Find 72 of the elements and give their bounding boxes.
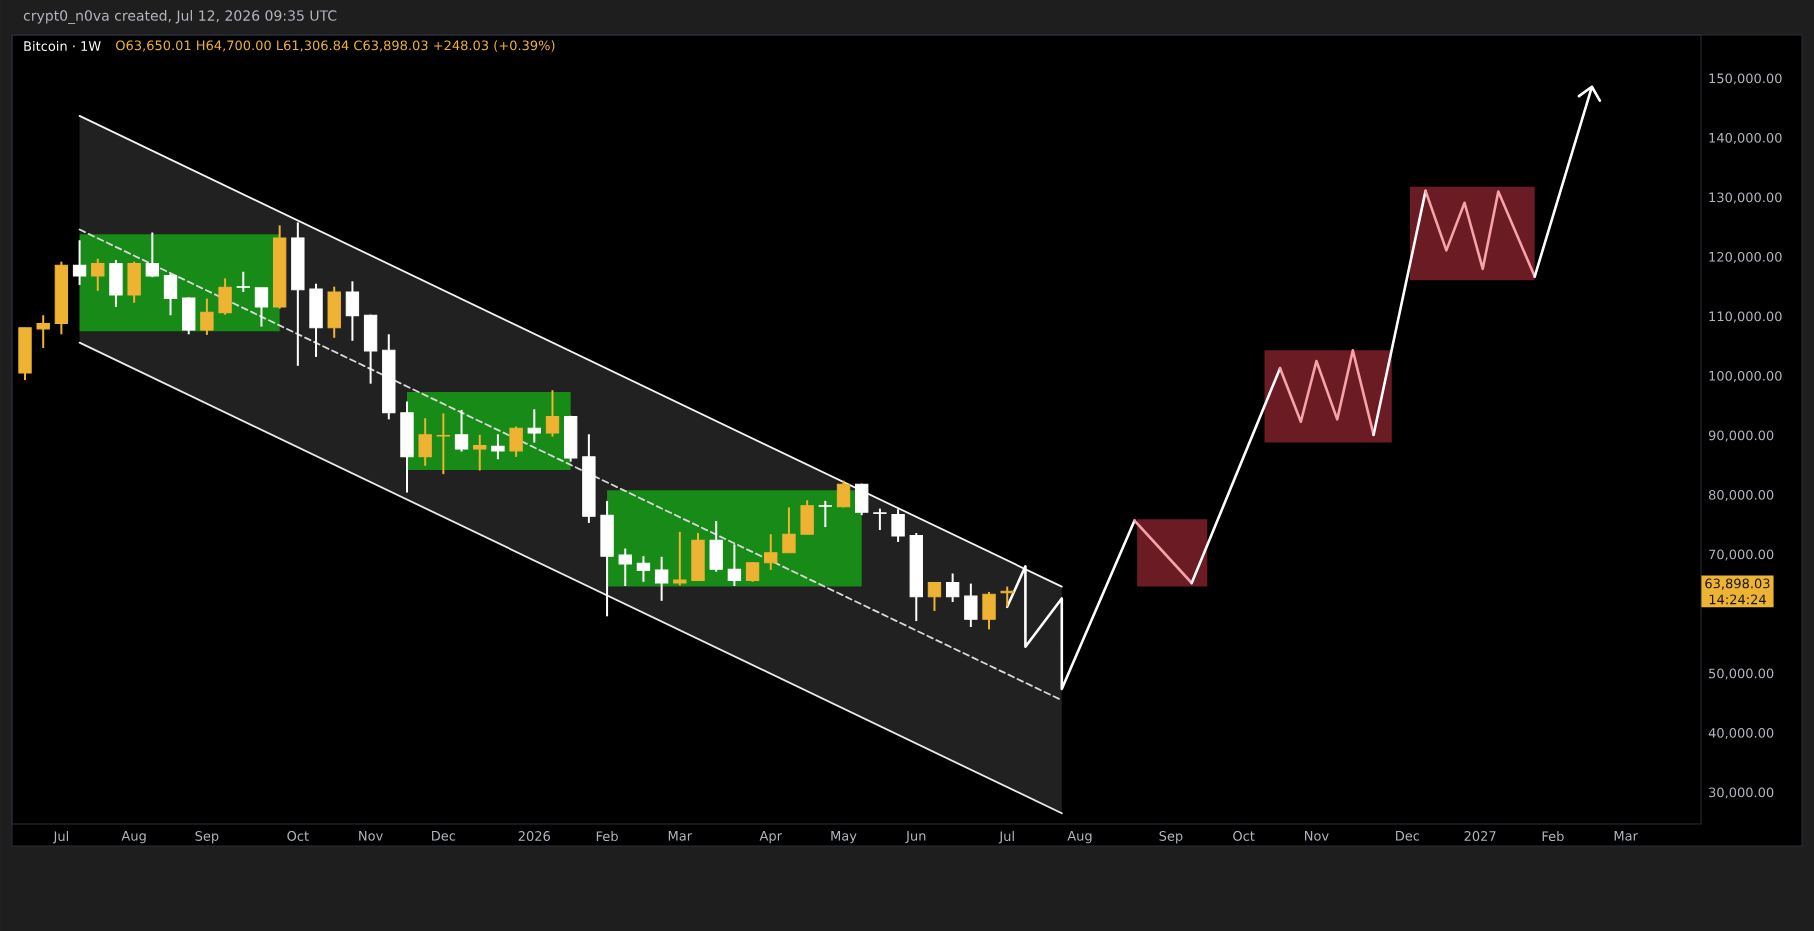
line-series	[1424, 189, 1536, 278]
x-tick-label: Aug	[121, 831, 146, 844]
candlestick	[545, 389, 560, 438]
x-tick-label: Feb	[596, 831, 618, 842]
x-tick-label: Jun	[905, 831, 926, 844]
candlestick	[727, 543, 742, 587]
y-tick-label: 150,000.00	[1709, 73, 1782, 85]
candlestick	[491, 433, 505, 461]
candlestick	[636, 555, 651, 583]
candlestick	[782, 506, 796, 554]
candlestick	[764, 533, 778, 571]
candlestick	[509, 425, 523, 458]
candlestick	[200, 297, 214, 336]
x-tick-label: May	[831, 831, 857, 844]
x-tick-label: Aug	[1067, 831, 1092, 844]
x-tick-label: Nov	[359, 831, 383, 841]
candlestick	[473, 433, 487, 472]
x-tick-label: Oct	[1233, 831, 1255, 841]
y-tick-label: 30,000.00	[1709, 787, 1774, 799]
candlestick	[163, 272, 178, 317]
candlestick	[945, 572, 960, 604]
x-tick-label: Sep	[195, 831, 219, 844]
candlestick	[145, 231, 160, 279]
candlestick	[891, 508, 905, 543]
x-tick-label: Jul	[998, 831, 1014, 844]
y-tick-label: 90,000.00	[1708, 430, 1774, 442]
candlestick	[345, 280, 360, 342]
candlestick	[964, 582, 978, 629]
candlestick	[927, 581, 942, 612]
candlestick	[436, 412, 451, 476]
text: crypt0_n0va created, Jul 12, 2026 09:35 UTC	[23, 10, 337, 24]
x-tick-label: Mar	[668, 831, 693, 841]
candlestick	[618, 547, 632, 587]
y-tick-label: 110,000.00	[1709, 311, 1782, 323]
x-tick-label: Nov	[1305, 831, 1329, 841]
y-tick-label: 130,000.00	[1709, 192, 1782, 204]
chart-title: Bitcoin · 1W	[24, 40, 101, 52]
x-tick-label: Feb	[1542, 831, 1564, 842]
candlestick	[454, 408, 469, 453]
text: 63,898.03	[1705, 578, 1770, 590]
chart-subtitle: O63,650.01 H64,700.00 L61,306.84 C63,898.03 +248.03 (+0.39%)	[116, 40, 555, 52]
candlestick	[91, 257, 105, 292]
candlestick	[818, 499, 833, 529]
y-tick-label: 50,000.00	[1709, 668, 1774, 680]
y-tick-label: 80,000.00	[1708, 489, 1774, 502]
x-tick-label: 2026	[518, 831, 550, 841]
y-tick-label: 120,000.00	[1709, 251, 1782, 264]
x-tick-label: Apr	[759, 831, 782, 844]
x-tick-label: Dec	[432, 831, 456, 841]
candlestick	[873, 507, 887, 532]
x-tick-label: Oct	[287, 831, 309, 841]
x-tick-label: Mar	[1614, 831, 1638, 841]
x-tick-label: 2027	[1464, 831, 1496, 841]
x-tick-label: Jul	[52, 831, 68, 844]
x-tick-label: Dec	[1396, 831, 1420, 841]
y-tick-label: 40,000.00	[1708, 727, 1774, 740]
candlestick	[836, 479, 851, 509]
line-series	[1278, 349, 1375, 437]
y-tick-label: 140,000.00	[1709, 132, 1782, 145]
text: 14:24:24	[1709, 594, 1766, 605]
candlestick	[527, 408, 541, 444]
candlestick	[418, 417, 432, 467]
candlestick	[673, 530, 687, 587]
candlestick	[72, 239, 87, 286]
candlestick	[36, 314, 50, 349]
candlestick	[254, 286, 269, 328]
y-tick-label: 100,000.00	[1709, 370, 1782, 383]
candlestick	[654, 555, 669, 602]
candlestick	[236, 270, 250, 294]
y-tick-label: 70,000.00	[1709, 549, 1774, 561]
candlestick	[745, 561, 760, 583]
x-tick-label: Sep	[1159, 831, 1183, 844]
